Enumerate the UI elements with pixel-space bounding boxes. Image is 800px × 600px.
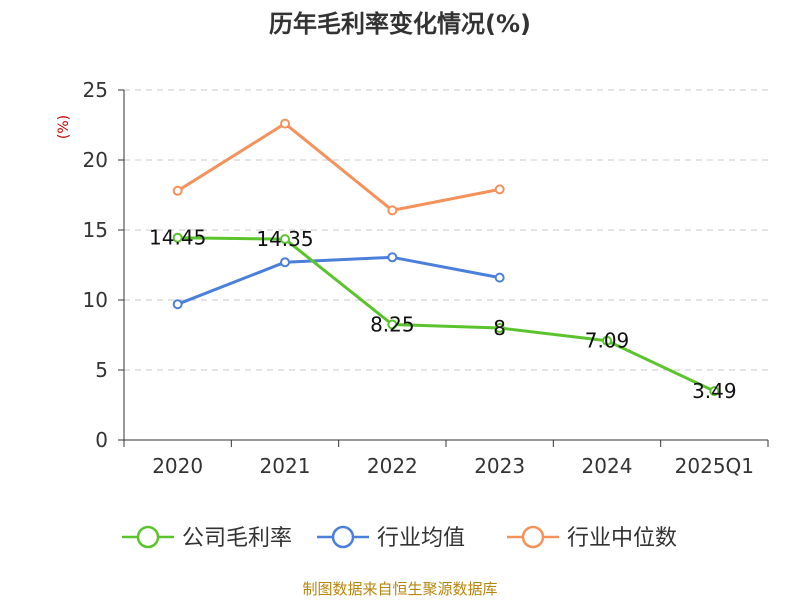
data-point bbox=[387, 205, 398, 216]
legend-label: 行业均值 bbox=[377, 526, 465, 551]
y-tick-label: 5 bbox=[95, 358, 108, 382]
y-tick-label: 10 bbox=[83, 288, 108, 312]
data-point bbox=[494, 184, 505, 195]
series-line bbox=[177, 236, 715, 393]
data-point bbox=[709, 386, 720, 397]
data-point bbox=[387, 252, 398, 263]
x-tick-label: 2025Q1 bbox=[675, 454, 754, 478]
series-line bbox=[176, 122, 500, 212]
data-point bbox=[494, 323, 505, 333]
legend-marker bbox=[136, 525, 160, 549]
data-point bbox=[280, 118, 290, 129]
legend-marker bbox=[521, 525, 545, 549]
data-point bbox=[280, 234, 290, 245]
y-tick-label: 20 bbox=[83, 148, 108, 172]
x-tick-label: 2024 bbox=[582, 454, 633, 478]
data-point bbox=[280, 257, 290, 268]
x-tick-label: 2023 bbox=[474, 454, 525, 478]
y-tick-label: 15 bbox=[83, 218, 108, 242]
axes: 0 5 10 15 20 25 2020 2021 2022 2023 2024 2025Q1 bbox=[83, 78, 769, 478]
chart-title: 历年毛利率变化情况(%) bbox=[269, 10, 531, 38]
series-line bbox=[177, 255, 500, 306]
data-label: 14.35 bbox=[256, 227, 313, 251]
data-point bbox=[387, 319, 398, 330]
data-point bbox=[602, 335, 612, 346]
legend-label: 行业中位数 bbox=[567, 526, 677, 551]
series bbox=[172, 118, 720, 397]
legend-label: 公司毛利率 bbox=[182, 526, 292, 551]
source-note: 制图数据来自恒生聚源数据库 bbox=[302, 580, 497, 598]
data-point bbox=[494, 272, 505, 283]
legend-marker bbox=[331, 525, 355, 549]
data-labels: 14.45 14.35 8.25 8 7.09 3.49 bbox=[149, 226, 737, 403]
y-tick-label: 25 bbox=[83, 78, 108, 102]
x-tick-label: 2020 bbox=[152, 454, 203, 478]
data-label: 8.25 bbox=[370, 313, 415, 337]
grid bbox=[124, 89, 768, 371]
x-tick-label: 2022 bbox=[367, 454, 418, 478]
x-tick-label: 2021 bbox=[260, 454, 311, 478]
legend-item[interactable]: 公司毛利率 bbox=[122, 525, 292, 551]
data-label: 8 bbox=[493, 316, 506, 340]
data-label: 7.09 bbox=[585, 329, 630, 353]
data-point bbox=[172, 299, 183, 310]
legend[interactable]: 公司毛利率 行业均值 行业中位数 bbox=[122, 525, 677, 551]
data-point bbox=[172, 232, 183, 243]
data-label: 3.49 bbox=[692, 379, 737, 403]
y-tick-label: 0 bbox=[95, 428, 108, 452]
data-label: 14.45 bbox=[149, 226, 206, 250]
legend-item[interactable]: 行业中位数 bbox=[507, 525, 677, 551]
data-point bbox=[172, 185, 183, 196]
y-axis-unit-label: (%) bbox=[56, 115, 72, 139]
legend-item[interactable]: 行业均值 bbox=[317, 525, 465, 551]
